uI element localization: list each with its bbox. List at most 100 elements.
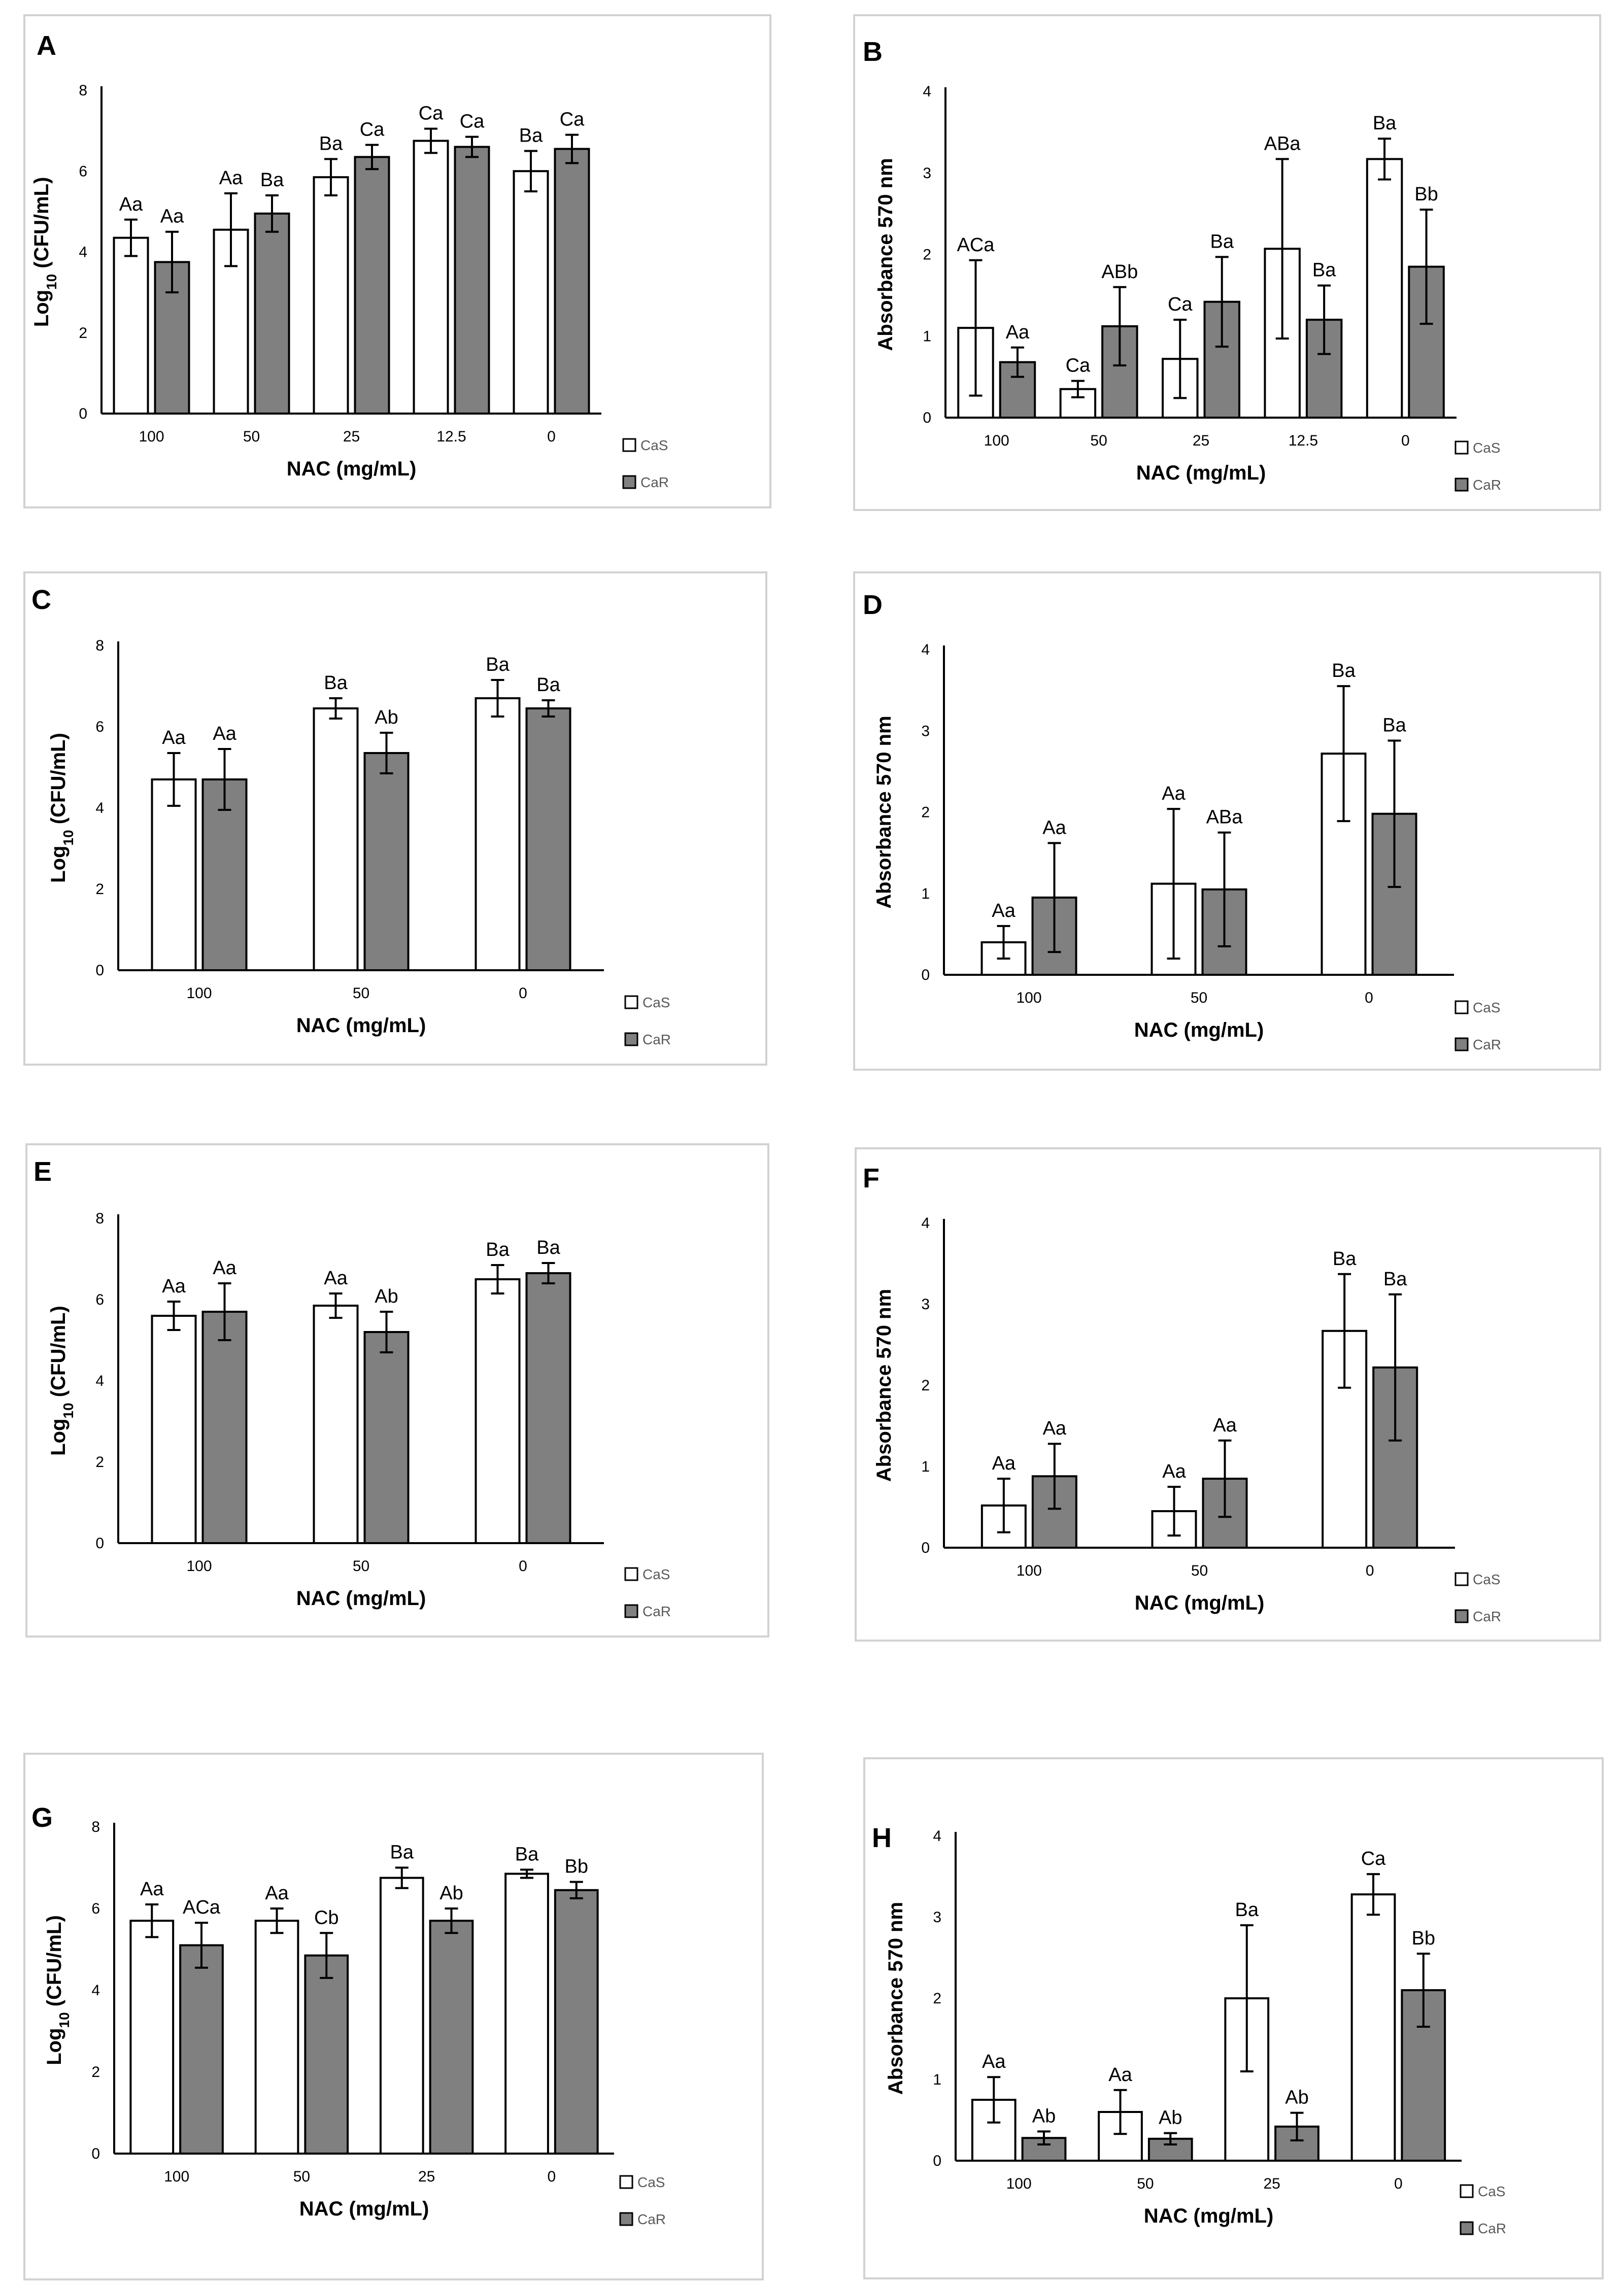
bar-cas bbox=[254, 1920, 299, 2155]
significance-label: Aa bbox=[1108, 2064, 1132, 2086]
error-bar bbox=[1218, 1439, 1232, 1518]
y-tick-label: 4 bbox=[79, 244, 87, 261]
error-bar bbox=[445, 1907, 458, 1934]
y-tick-label: 6 bbox=[95, 719, 104, 735]
y-tick-label: 2 bbox=[91, 2064, 100, 2081]
error-bar bbox=[1290, 2111, 1304, 2141]
legend-swatch-car bbox=[1454, 1609, 1469, 1623]
y-tick-label: 2 bbox=[95, 1454, 104, 1471]
panel-h: H 0 1 2 3 4 Absorbance 570 nm 100 Aa Ab 50 Aa Ab 25 Ba… bbox=[863, 1757, 1604, 2279]
y-tick-label: 0 bbox=[921, 1540, 930, 1556]
legend-label-car: CaR bbox=[1473, 477, 1501, 493]
bar-cas bbox=[1098, 2111, 1143, 2162]
bar-cas bbox=[151, 778, 197, 971]
legend-swatch-car bbox=[1454, 1037, 1469, 1051]
x-tick-label: 0 bbox=[1394, 2175, 1403, 2192]
error-bar bbox=[987, 2076, 1001, 2124]
significance-label: Ab bbox=[1032, 2105, 1056, 2127]
y-tick-label: 4 bbox=[95, 1373, 104, 1389]
significance-label: ACa bbox=[957, 234, 995, 256]
x-tick-label: 100 bbox=[1016, 990, 1041, 1006]
legend-swatch-cas bbox=[1454, 440, 1469, 455]
significance-label: Aa bbox=[219, 167, 243, 189]
legend-label-car: CaR bbox=[1473, 1037, 1501, 1052]
panel-frame bbox=[855, 1147, 1601, 1642]
x-tick-label: 100 bbox=[1006, 2175, 1032, 2192]
bar-cas bbox=[513, 170, 549, 415]
y-tick-label: 1 bbox=[921, 1458, 930, 1475]
error-bar bbox=[542, 1262, 555, 1284]
y-tick-label: 0 bbox=[923, 410, 931, 426]
significance-label: Bb bbox=[1414, 184, 1438, 205]
error-bar bbox=[569, 1881, 583, 1899]
significance-label: Ca bbox=[1168, 294, 1193, 315]
error-bar bbox=[1416, 1953, 1430, 2028]
legend-swatch-car bbox=[624, 1604, 638, 1618]
y-tick-label: 2 bbox=[921, 1377, 930, 1394]
error-bar bbox=[524, 150, 538, 193]
y-axis-title: Absorbance 570 nm bbox=[873, 1289, 895, 1482]
error-bar bbox=[380, 732, 393, 774]
y-tick-label: 4 bbox=[921, 1215, 930, 1232]
x-tick-label: 100 bbox=[164, 2168, 189, 2185]
y-tick-label: 3 bbox=[921, 1296, 930, 1313]
error-bar bbox=[1378, 138, 1392, 181]
significance-label: Aa bbox=[1162, 1461, 1186, 1482]
bar-cas bbox=[313, 176, 349, 415]
x-axis-title: NAC (mg/mL) bbox=[287, 458, 417, 480]
significance-label: Aa bbox=[160, 206, 184, 227]
x-axis-title: NAC (mg/mL) bbox=[296, 1014, 426, 1037]
bar-car bbox=[1203, 300, 1240, 419]
legend-label-car: CaR bbox=[640, 474, 669, 490]
significance-label: Ba bbox=[1373, 113, 1397, 134]
significance-label: Aa bbox=[324, 1268, 348, 1289]
panel-e: E 0 2 4 6 8 Log10 (CFU/mL) 100 Aa Aa 50 Aa Ab 0 Ba Ba NA… bbox=[25, 1143, 769, 1638]
significance-label: Cb bbox=[314, 1907, 339, 1928]
x-axis-title: NAC (mg/mL) bbox=[296, 1587, 426, 1610]
legend-label-car: CaR bbox=[642, 1604, 671, 1619]
significance-label: Aa bbox=[992, 900, 1016, 922]
y-axis-title: Log10 (CFU/mL) bbox=[43, 1915, 72, 2065]
error-bar bbox=[1388, 739, 1401, 888]
y-tick-label: 3 bbox=[923, 165, 931, 182]
y-tick-label: 0 bbox=[921, 967, 930, 983]
y-tick-label: 1 bbox=[933, 2071, 941, 2088]
error-bar bbox=[1217, 831, 1231, 947]
legend-label-car: CaR bbox=[1478, 2221, 1506, 2236]
bar-cas bbox=[504, 1872, 549, 2155]
significance-label: Ba bbox=[1312, 260, 1336, 281]
significance-label: Ab bbox=[439, 1883, 463, 1904]
bar-cas bbox=[313, 707, 359, 971]
bar-car bbox=[429, 1920, 474, 2155]
significance-label: Ba bbox=[324, 672, 348, 694]
y-tick-label: 0 bbox=[95, 962, 104, 979]
y-tick-label: 2 bbox=[923, 247, 931, 263]
bar-car bbox=[254, 212, 290, 415]
significance-label: Ca bbox=[360, 119, 385, 140]
legend-label-cas: CaS bbox=[642, 995, 670, 1010]
significance-label: Aa bbox=[119, 194, 143, 215]
y-tick-label: 4 bbox=[923, 83, 931, 100]
error-bar bbox=[329, 697, 343, 720]
error-bar bbox=[1317, 284, 1331, 355]
error-bar bbox=[542, 699, 555, 718]
significance-label: ACa bbox=[183, 1897, 221, 1918]
bar-cas bbox=[379, 1877, 424, 2155]
significance-label: Ab bbox=[1159, 2107, 1182, 2129]
significance-label: Ba bbox=[486, 1239, 510, 1260]
error-bar bbox=[1113, 286, 1127, 367]
panel-letter: G bbox=[31, 1802, 53, 1833]
bar-cas bbox=[413, 140, 449, 415]
x-tick-label: 50 bbox=[1191, 990, 1207, 1006]
legend-swatch-cas bbox=[622, 438, 636, 452]
error-bar bbox=[1419, 209, 1433, 325]
panel-letter: D bbox=[863, 590, 883, 620]
y-tick-label: 3 bbox=[921, 723, 930, 739]
bar-car bbox=[454, 146, 490, 415]
significance-label: Ab bbox=[1285, 2087, 1308, 2108]
legend-swatch-car bbox=[622, 475, 636, 489]
error-bar bbox=[1367, 1873, 1380, 1916]
error-bar bbox=[1337, 685, 1350, 823]
legend-swatch-car bbox=[1460, 2221, 1474, 2235]
significance-label: Ba bbox=[1382, 714, 1406, 736]
